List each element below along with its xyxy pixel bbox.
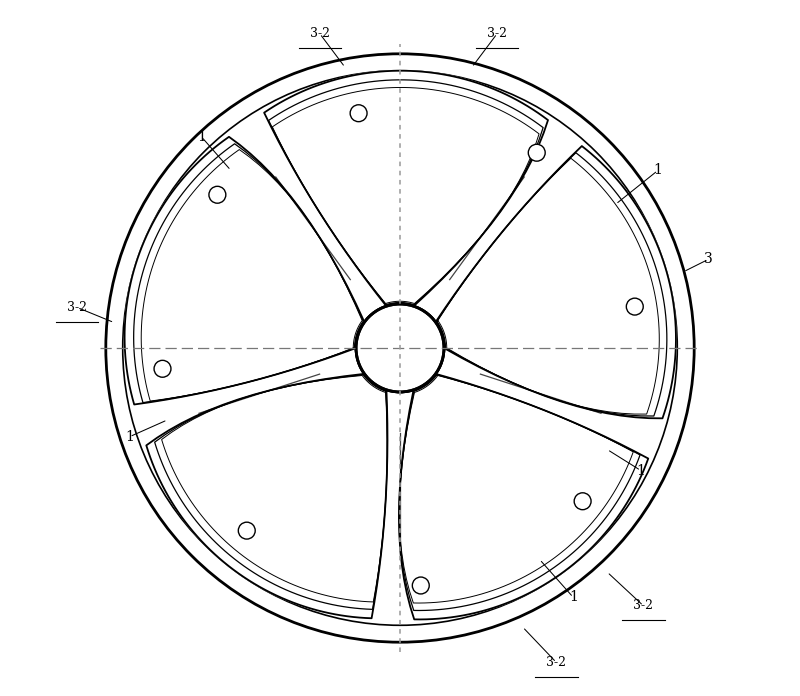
Polygon shape — [125, 137, 365, 404]
Circle shape — [574, 493, 591, 509]
Circle shape — [350, 105, 367, 122]
Text: 1: 1 — [569, 590, 578, 604]
Text: 3-2: 3-2 — [310, 27, 330, 40]
Text: 3-2: 3-2 — [487, 27, 507, 40]
Text: 3-2: 3-2 — [546, 656, 566, 669]
Circle shape — [154, 361, 171, 377]
Text: 1: 1 — [197, 129, 206, 143]
Text: 1: 1 — [637, 464, 646, 477]
Circle shape — [356, 304, 444, 392]
Text: 1: 1 — [125, 429, 134, 444]
Polygon shape — [264, 71, 548, 306]
Text: 3-2: 3-2 — [67, 301, 87, 314]
Polygon shape — [146, 374, 387, 618]
Circle shape — [528, 144, 545, 161]
Circle shape — [626, 298, 643, 315]
Polygon shape — [435, 146, 676, 418]
Circle shape — [209, 187, 226, 203]
Polygon shape — [399, 374, 648, 619]
Circle shape — [412, 577, 430, 594]
Text: 3-2: 3-2 — [634, 599, 654, 612]
Text: 1: 1 — [654, 164, 662, 177]
Circle shape — [356, 304, 444, 392]
Circle shape — [238, 522, 255, 539]
Text: 3: 3 — [704, 252, 713, 267]
